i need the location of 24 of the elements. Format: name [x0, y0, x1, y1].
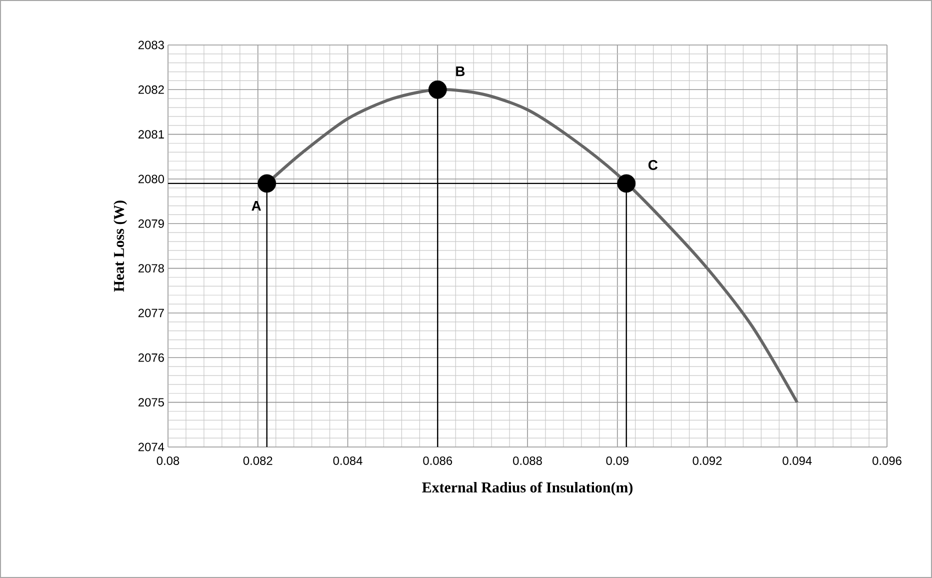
x-tick-label: 0.09: [606, 456, 628, 465]
x-tick-label: 0.084: [333, 456, 362, 465]
y-tick-label: 2079: [138, 219, 164, 228]
y-axis-title: Heat Loss (W): [114, 200, 128, 292]
annotation: C: [648, 160, 658, 170]
y-tick-label: 2077: [138, 308, 164, 318]
y-tick-label: 2078: [138, 264, 164, 273]
x-tick-label: 0.086: [423, 456, 452, 465]
y-tick-label: 2080: [138, 174, 164, 184]
x-tick-label: 0.08: [156, 456, 180, 465]
annotation: A: [252, 200, 261, 211]
y-tick-label: 2082: [138, 85, 164, 94]
y-tick-label: 2076: [138, 353, 164, 362]
annotation: B: [456, 66, 465, 76]
x-tick-label: 0.096: [872, 456, 902, 465]
x-axis-title: External Radius of Insulation(m): [422, 482, 632, 496]
y-tick-label: 2074: [138, 442, 164, 452]
y-tick-label: 2083: [138, 40, 164, 50]
y-tick-label: 2081: [138, 130, 164, 139]
x-tick-label: 0.088: [513, 456, 542, 465]
x-tick-label: 0.092: [692, 456, 722, 465]
x-tick-label: 0.082: [243, 456, 272, 465]
x-tick-label: 0.094: [782, 456, 812, 465]
y-tick-label: 2075: [138, 398, 164, 407]
